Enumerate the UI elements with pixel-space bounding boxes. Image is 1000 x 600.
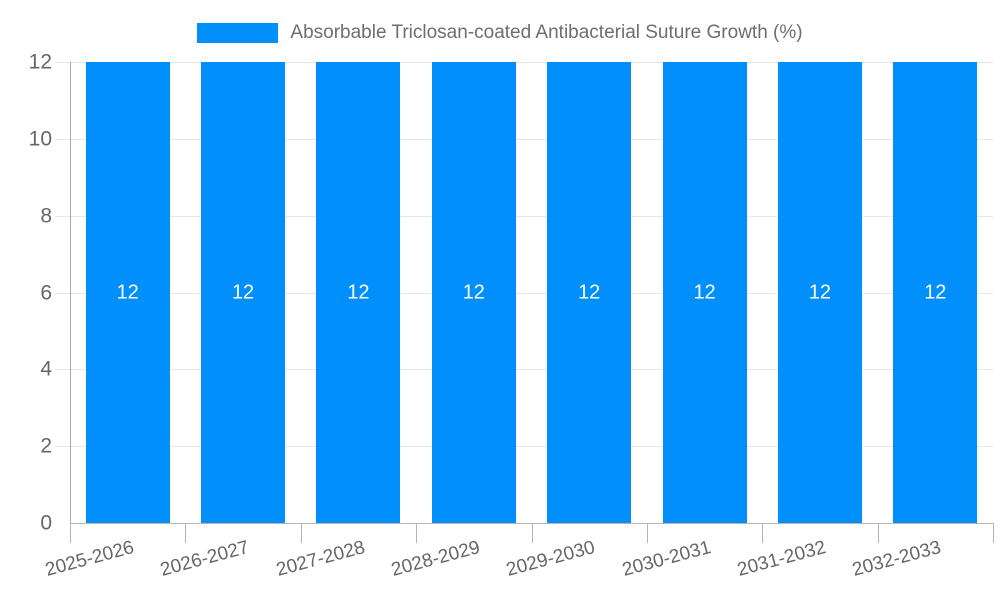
bar-value-label: 12 <box>693 281 716 303</box>
x-tick <box>877 523 879 543</box>
x-tick <box>531 523 533 543</box>
y-tick-label: 8 <box>40 204 52 228</box>
gridline <box>55 446 993 448</box>
x-tick <box>416 523 418 543</box>
gridline <box>55 62 993 63</box>
bar[interactable]: 12 <box>662 62 747 523</box>
bar[interactable]: 12 <box>431 62 516 523</box>
y-tick-label: 2 <box>40 434 52 458</box>
x-tick <box>185 523 187 543</box>
x-tick <box>300 523 302 543</box>
bar[interactable]: 12 <box>893 62 978 523</box>
legend[interactable]: Absorbable Triclosan-coated Antibacteria… <box>0 18 1000 48</box>
x-tick <box>762 523 764 543</box>
bar-value-label: 12 <box>578 281 601 303</box>
bar-value-label: 12 <box>924 281 947 303</box>
legend-label: Absorbable Triclosan-coated Antibacteria… <box>290 22 803 43</box>
y-tick-label: 10 <box>28 127 52 151</box>
x-tick-label: 2029-2030 <box>504 537 598 581</box>
gridline <box>55 292 993 294</box>
x-tick-label: 2031-2032 <box>735 537 829 581</box>
x-tick <box>70 523 71 543</box>
legend-marker <box>197 23 279 43</box>
bar-value-label: 12 <box>462 281 485 303</box>
x-tick-label: 2032-2033 <box>850 537 944 581</box>
x-tick <box>993 523 994 543</box>
x-tick-label: 2028-2029 <box>389 537 483 581</box>
gridline <box>55 215 993 217</box>
x-tick-label: 2030-2031 <box>619 537 713 581</box>
gridline <box>55 138 993 140</box>
bar[interactable]: 12 <box>547 62 632 523</box>
y-tick-label: 4 <box>40 357 52 381</box>
bar-value-label: 12 <box>347 281 370 303</box>
y-tick-label: 12 <box>28 50 52 74</box>
bar-value-label: 12 <box>116 281 139 303</box>
y-tick-label: 0 <box>40 511 52 535</box>
bar[interactable]: 12 <box>85 62 170 523</box>
bar-value-label: 12 <box>231 281 255 303</box>
bar[interactable]: 12 <box>201 62 286 523</box>
bar-value-label: 12 <box>808 281 832 303</box>
y-axis-line <box>70 62 71 543</box>
x-tick <box>646 523 648 543</box>
bar[interactable]: 12 <box>777 62 862 523</box>
gridline <box>55 369 993 371</box>
bar[interactable]: 12 <box>316 62 401 523</box>
plot-area: 12 12 12 12 12 12 12 12 <box>55 62 993 523</box>
y-tick-label: 6 <box>40 281 52 304</box>
x-tick-label: 2027-2028 <box>273 537 367 581</box>
x-tick-label: 2025-2026 <box>42 537 137 581</box>
x-tick-label: 2026-2027 <box>158 537 252 581</box>
